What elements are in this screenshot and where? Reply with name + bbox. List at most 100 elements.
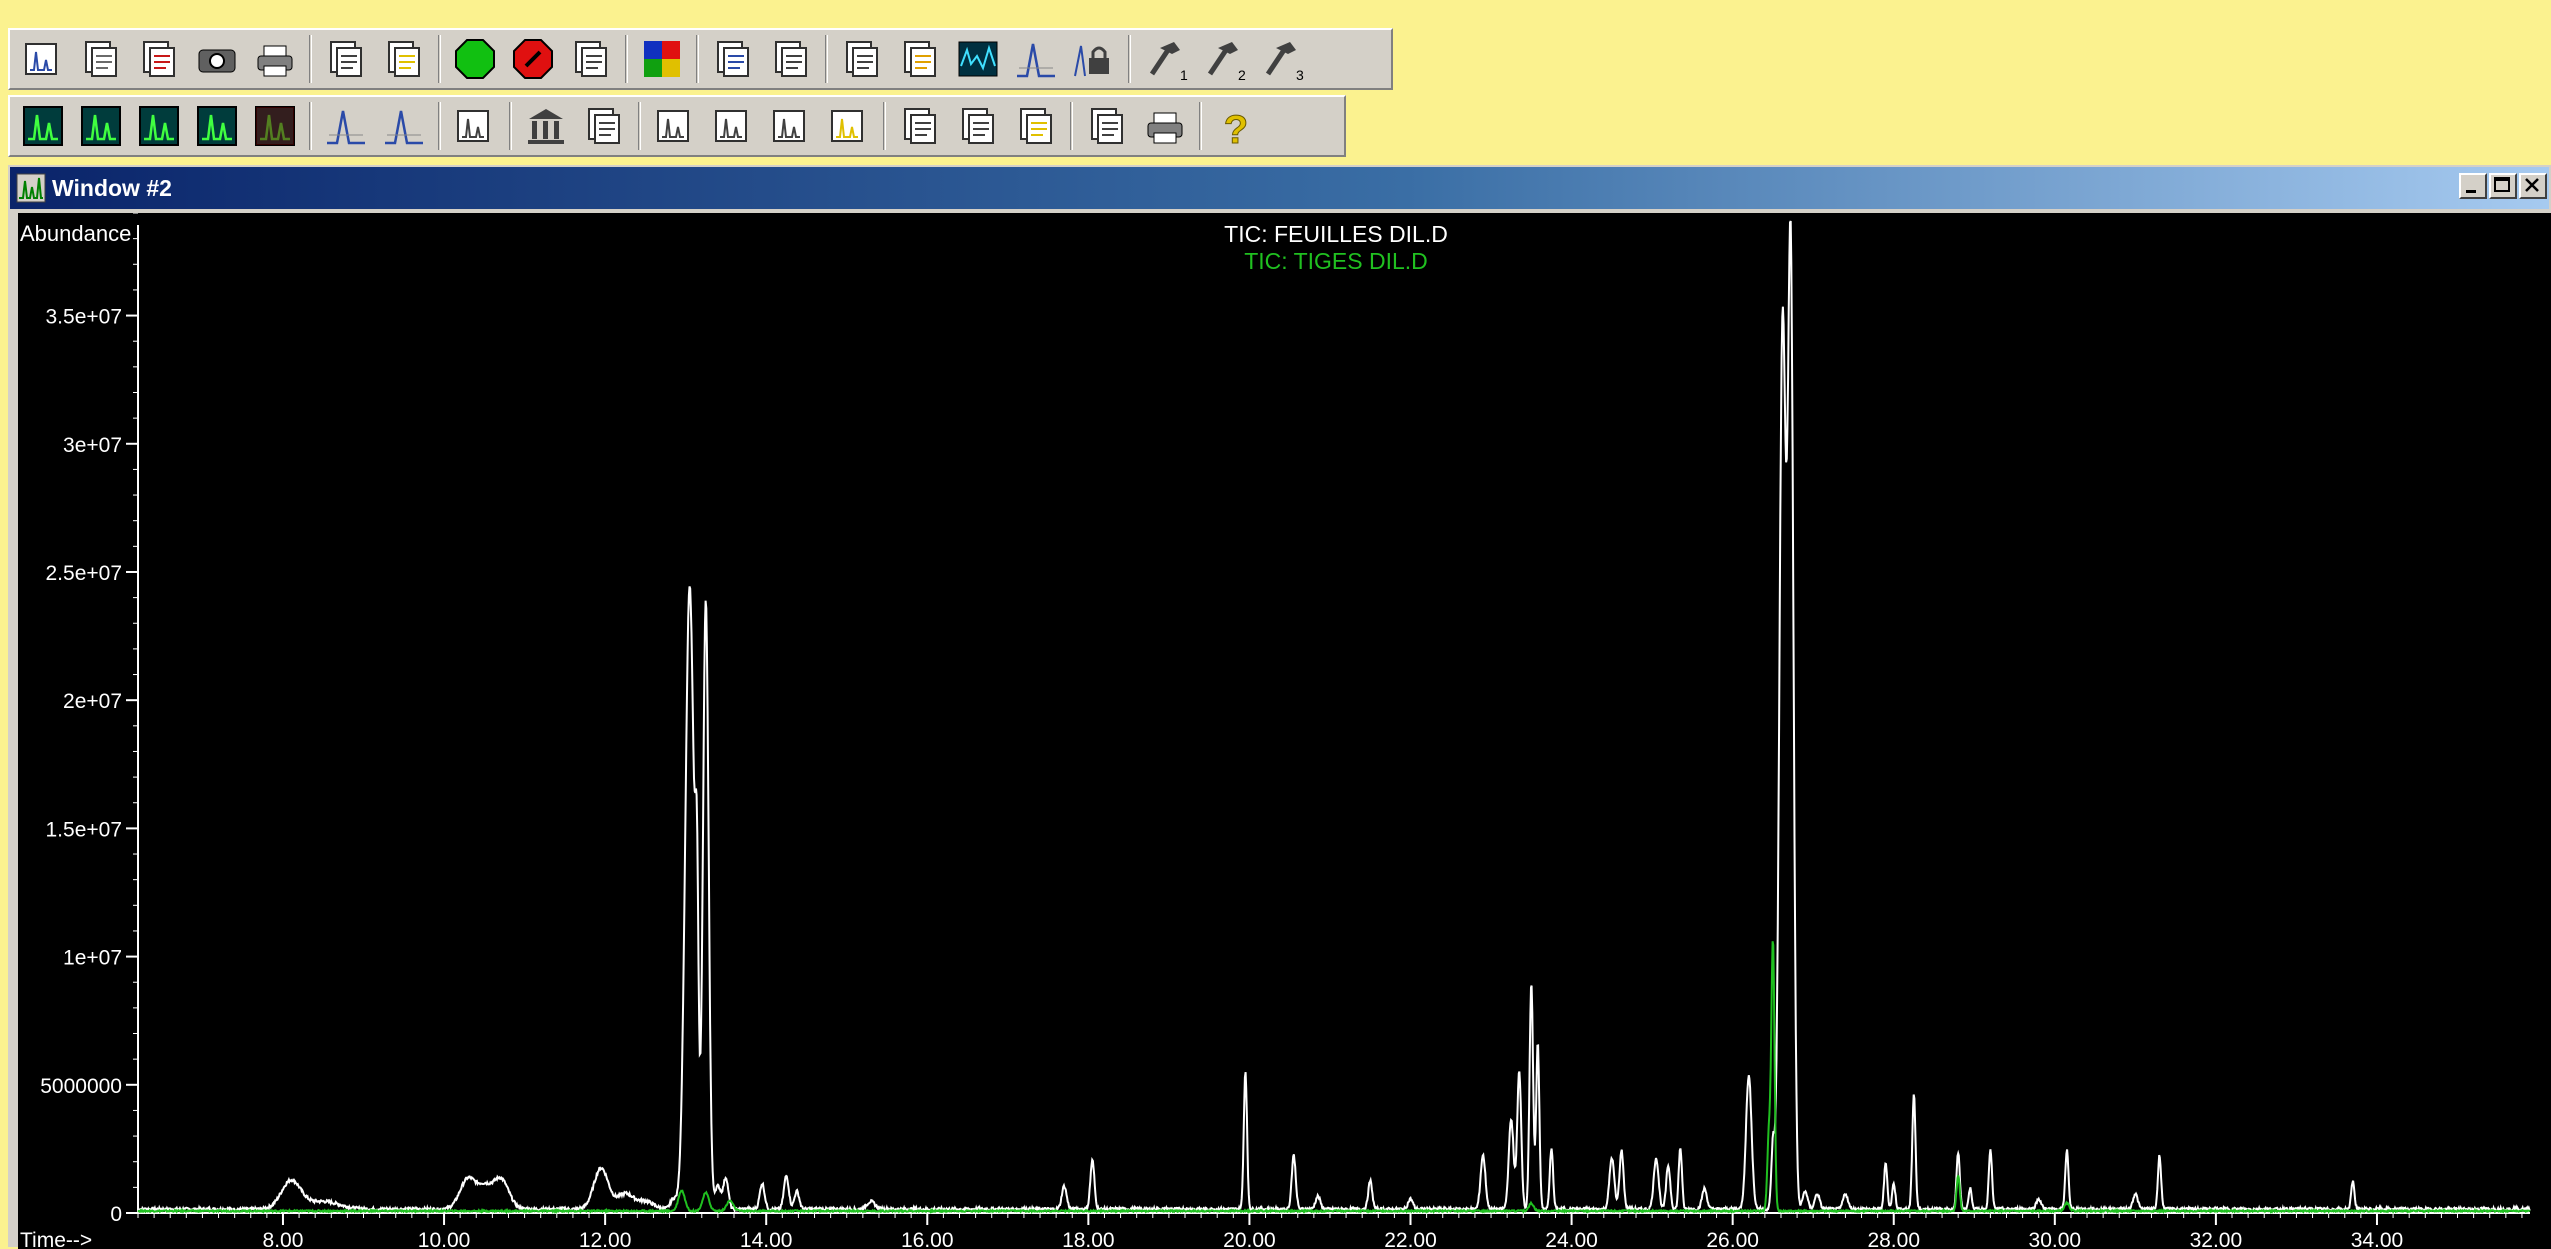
tic-down-button[interactable] — [246, 99, 304, 153]
go-icon — [455, 39, 495, 79]
report-print-icon — [1147, 112, 1183, 144]
go-button[interactable] — [446, 32, 504, 86]
x-tick-label: 32.00 — [2190, 1229, 2243, 1249]
toolbar-separator — [883, 102, 886, 150]
up-chart-icon — [831, 110, 863, 142]
svg-text:?: ? — [1224, 108, 1248, 149]
x-tick-label: 30.00 — [2029, 1229, 2082, 1249]
report-print-button[interactable] — [1136, 99, 1194, 153]
export-button[interactable] — [375, 32, 433, 86]
colors-button[interactable] — [633, 32, 691, 86]
peak-area-icon — [327, 110, 365, 145]
chromatogram-plot[interactable]: 0 5000000 1e+07 1.5e+07 2e+07 2.5e+07 3e+07 3.5… — [18, 213, 2551, 1249]
edit-button[interactable] — [891, 32, 949, 86]
report-doc-button[interactable] — [1078, 99, 1136, 153]
print-button[interactable] — [246, 32, 304, 86]
copy-button[interactable] — [317, 32, 375, 86]
tic-icon — [23, 106, 63, 146]
histogram-icon — [457, 110, 489, 142]
toolbar-separator — [1199, 102, 1202, 150]
y-tick-label: 1.5e+07 — [46, 818, 123, 841]
print-icon — [257, 45, 293, 77]
tic-button[interactable] — [14, 99, 72, 153]
x-tick-label: 26.00 — [1706, 1229, 1759, 1249]
peak-fit-icon — [1017, 43, 1055, 78]
chrom-button[interactable] — [14, 32, 72, 86]
library-search-button[interactable] — [575, 99, 633, 153]
tic-scale-button[interactable] — [72, 99, 130, 153]
lock-icon — [1074, 45, 1109, 77]
doc-copy-button[interactable] — [891, 99, 949, 153]
integrate-icon — [575, 41, 607, 77]
doc-stack-icon — [1020, 108, 1052, 144]
tic-down-icon — [255, 106, 295, 146]
maximize-button[interactable] — [2489, 173, 2517, 199]
hammer-1-button[interactable]: 1 — [1136, 32, 1194, 86]
window-titlebar[interactable]: Window #2 — [10, 167, 2549, 209]
toolbar-separator — [509, 102, 512, 150]
camera-button[interactable] — [188, 32, 246, 86]
x-tick-label: 10.00 — [418, 1229, 471, 1249]
histogram-button[interactable] — [446, 99, 504, 153]
hammer-2-button[interactable]: 2 — [1194, 32, 1252, 86]
peak-fit-button[interactable] — [1007, 32, 1065, 86]
spectrum-icon — [958, 41, 998, 77]
check-chart-button[interactable] — [704, 99, 762, 153]
library-button[interactable] — [833, 32, 891, 86]
spectrum-button[interactable] — [949, 32, 1007, 86]
y-tick-label: 5000000 — [40, 1075, 122, 1098]
report-button[interactable] — [762, 32, 820, 86]
toolbar-separator — [438, 102, 441, 150]
load-button[interactable] — [72, 32, 130, 86]
report-icon — [775, 41, 807, 77]
toolbar-separator — [825, 35, 828, 83]
chart-title: TIC: FEUILLES DIL.D — [1224, 221, 1448, 247]
check-chart-icon — [715, 110, 747, 142]
tic-sub-button[interactable] — [188, 99, 246, 153]
close-button[interactable] — [2519, 173, 2547, 199]
integrate-button[interactable] — [562, 32, 620, 86]
lock-button[interactable] — [1065, 32, 1123, 86]
doc-paste-button[interactable] — [949, 99, 1007, 153]
copy-icon — [330, 41, 362, 77]
x-tick-label: 34.00 — [2351, 1229, 2404, 1249]
tic-scale-icon — [81, 106, 121, 146]
hammer-3-button[interactable]: 3 — [1252, 32, 1310, 86]
library-icon — [846, 41, 878, 77]
pencil-chart-button[interactable] — [762, 99, 820, 153]
x-tick-label: 16.00 — [901, 1229, 954, 1249]
toolbar-separator — [438, 35, 441, 83]
blank-chart-icon — [657, 110, 689, 142]
chrom-icon — [25, 43, 57, 75]
library-building-button[interactable] — [517, 99, 575, 153]
svg-text:3: 3 — [1296, 67, 1304, 82]
peak-area-button[interactable] — [317, 99, 375, 153]
peak-base-button[interactable] — [375, 99, 433, 153]
minimize-button[interactable] — [2459, 173, 2487, 199]
y-tick-label: 1e+07 — [63, 947, 122, 970]
overlay-icon — [717, 41, 749, 77]
up-chart-button[interactable] — [820, 99, 878, 153]
toolbar-separator — [638, 102, 641, 150]
save-button[interactable] — [130, 32, 188, 86]
toolbar-separator — [625, 35, 628, 83]
toolbar-separator — [309, 102, 312, 150]
main-toolbar: 1 2 3 — [8, 28, 1393, 90]
chromatogram-chart[interactable]: 0 5000000 1e+07 1.5e+07 2e+07 2.5e+07 3e+07 3.5… — [18, 213, 2551, 1249]
blank-chart-button[interactable] — [646, 99, 704, 153]
y-tick-label: 3.5e+07 — [46, 306, 123, 329]
overlay-button[interactable] — [704, 32, 762, 86]
stop-button[interactable] — [504, 32, 562, 86]
top-strip — [0, 0, 2551, 25]
x-tick-label: 24.00 — [1545, 1229, 1598, 1249]
save-icon — [143, 41, 175, 77]
toolbar-separator — [1070, 102, 1073, 150]
mz-button[interactable] — [130, 99, 188, 153]
y-tick-label: 2e+07 — [63, 690, 122, 713]
y-axis-label: Abundance — [20, 221, 131, 246]
tic-sub-icon — [197, 106, 237, 146]
doc-stack-button[interactable] — [1007, 99, 1065, 153]
svg-text:1: 1 — [1180, 67, 1188, 82]
help-button[interactable]: ? — [1207, 99, 1265, 153]
x-tick-label: 8.00 — [263, 1229, 304, 1249]
